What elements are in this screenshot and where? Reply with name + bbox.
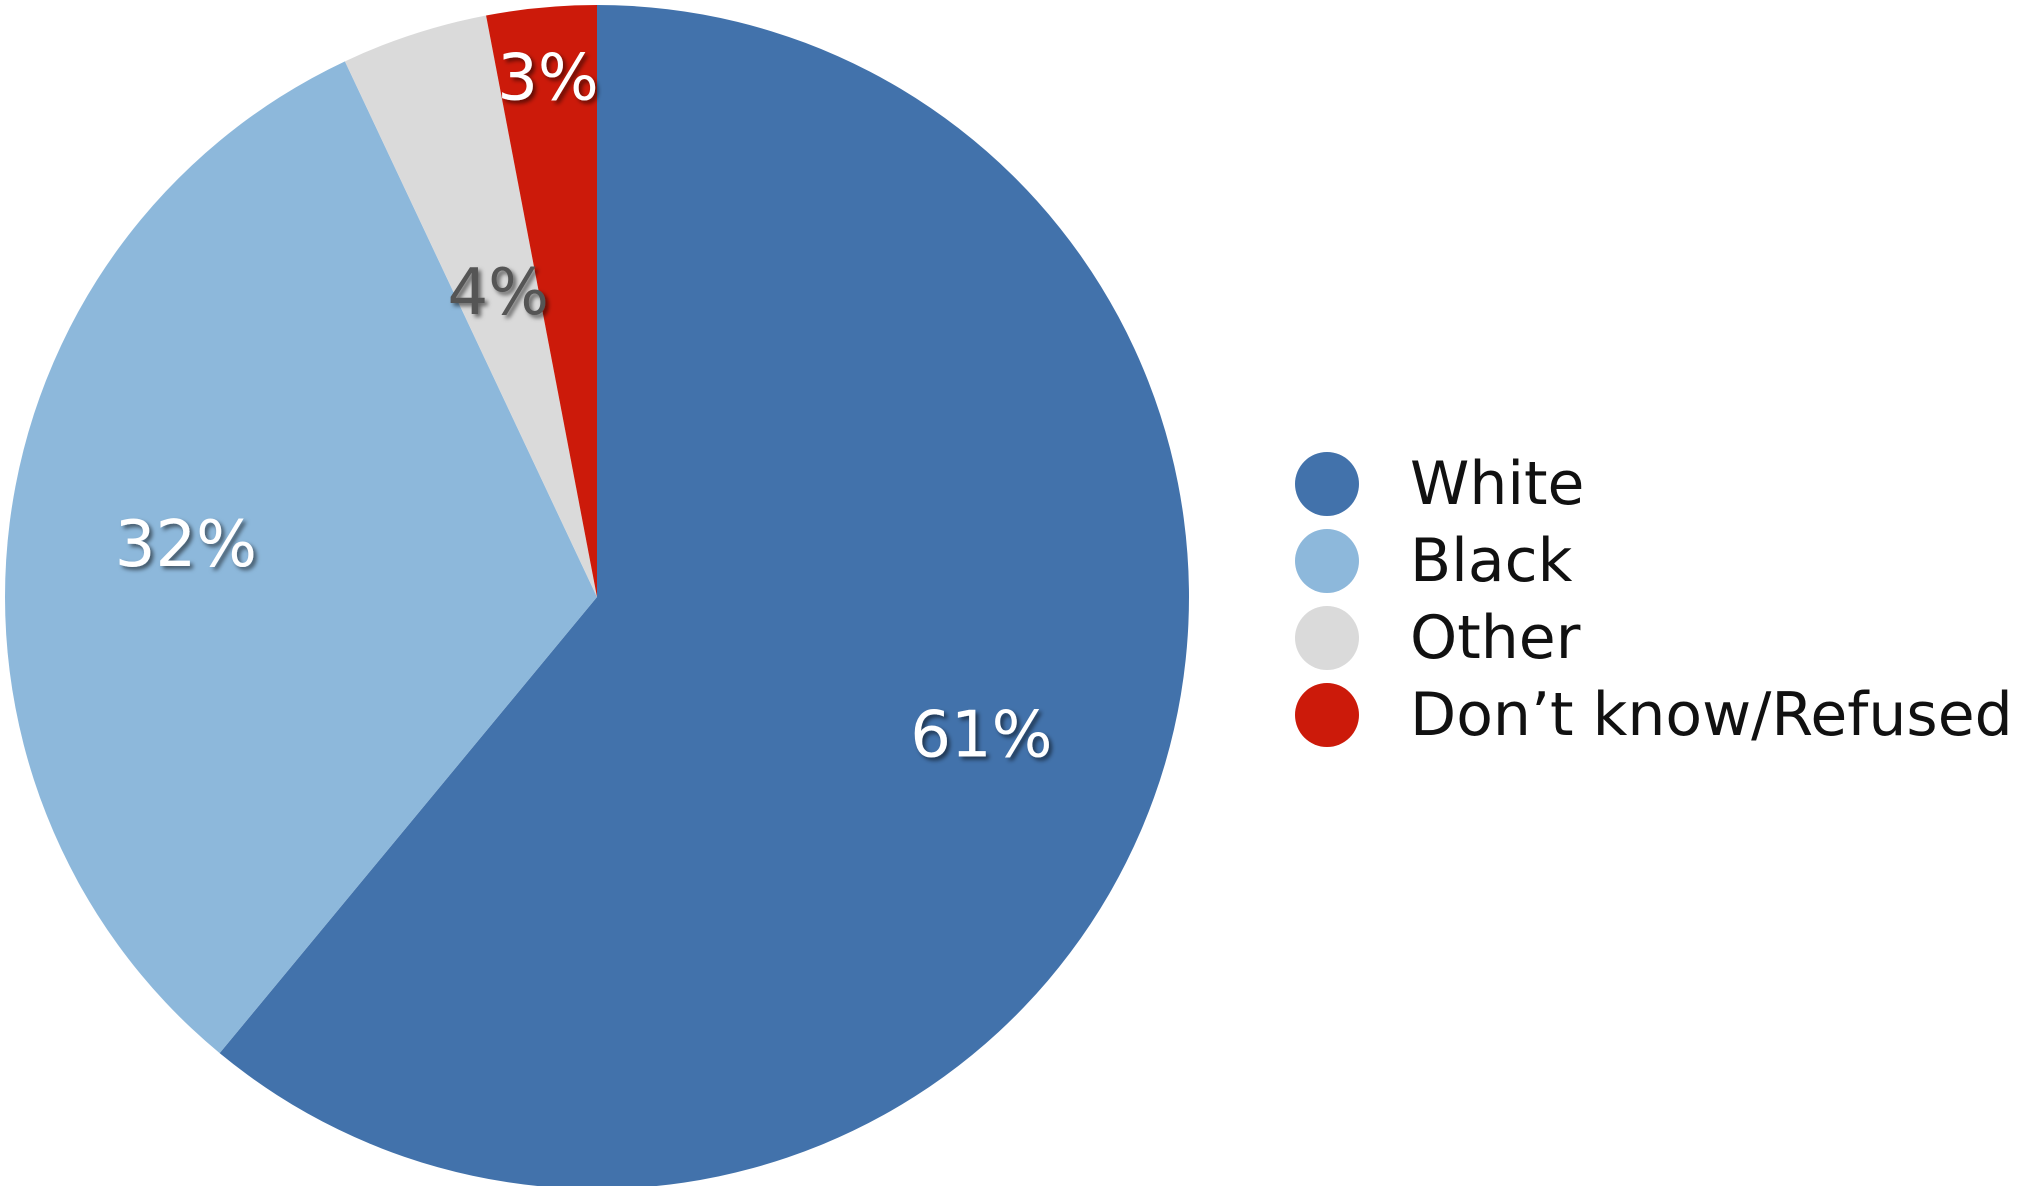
data-label-other: 4% — [447, 256, 549, 330]
pie-slice-white — [219, 5, 1190, 1186]
legend-marker-other — [1295, 606, 1359, 670]
legend-item-white: White — [1295, 449, 1584, 519]
pie-slice-labels: 61% 32% 4% 3% — [115, 41, 1053, 772]
legend-item-don-t-know-refused: Don’t know/Refused — [1295, 680, 2013, 750]
legend-label-don-t-know-refused: Don’t know/Refused — [1410, 680, 2013, 750]
legend-label-white: White — [1410, 449, 1584, 519]
legend-marker-white — [1295, 452, 1359, 516]
legend-item-other: Other — [1295, 603, 1581, 673]
data-label-black: 32% — [115, 508, 257, 582]
data-label-don-t-know-refused: 3% — [497, 41, 599, 115]
pie-slice-don-t-know-refused — [486, 5, 597, 597]
legend-marker-black — [1295, 529, 1359, 593]
legend-label-black: Black — [1410, 526, 1573, 596]
legend-marker-don-t-know-refused — [1295, 683, 1359, 747]
pie-slice-black — [4, 61, 598, 1054]
pie-slice-other — [344, 15, 597, 597]
legend-label-other: Other — [1410, 603, 1581, 673]
legend-item-black: Black — [1295, 526, 1573, 596]
data-label-white: 61% — [910, 698, 1052, 772]
pie-slices — [4, 5, 1190, 1186]
